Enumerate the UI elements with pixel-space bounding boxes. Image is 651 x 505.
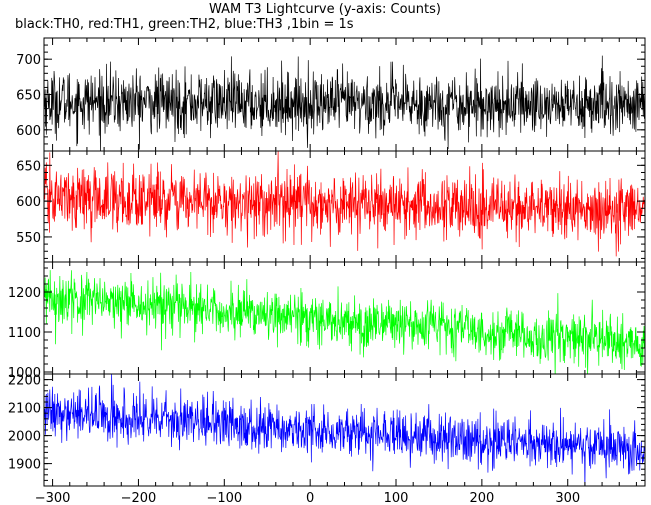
y-tick-label: 2200	[8, 374, 41, 389]
y-tick-label: 550	[16, 231, 41, 246]
series-line-th3	[44, 374, 645, 486]
y-tick-label: 1900	[8, 458, 41, 473]
x-tick-label: −100	[206, 491, 242, 505]
y-tick-label: 2000	[8, 430, 41, 445]
series-line-th2	[44, 270, 645, 374]
y-tick-label: 1000	[8, 366, 41, 381]
y-tick-label: 650	[16, 89, 41, 104]
panel-th2: 1000 1100 1200	[8, 261, 646, 381]
y-tick-label: 1200	[8, 286, 41, 301]
x-axis: −300 −200 −100 0 100 200 300	[35, 491, 580, 505]
x-tick-label: 0	[306, 491, 314, 505]
y-tick-label: 700	[16, 53, 41, 68]
y-tick-label: 2100	[8, 402, 41, 417]
panel-th0: 600 650 700	[16, 37, 646, 152]
chart-subtitle: black:TH0, red:TH1, green:TH2, blue:TH3 …	[15, 17, 354, 32]
x-tick-label: −300	[35, 491, 71, 505]
x-tick-label: 100	[384, 491, 409, 505]
x-tick-label: 300	[555, 491, 580, 505]
y-tick-label: 650	[16, 159, 41, 174]
y-tick-label: 600	[16, 124, 41, 139]
panel-th3: 1900 2000 2100 2200	[8, 373, 646, 487]
x-tick-label: 200	[469, 491, 494, 505]
x-tick-label: −200	[121, 491, 157, 505]
y-tick-label: 600	[16, 195, 41, 210]
panels-group: 600 650 700 550 600 650 1000 1100 1200 1900 2000 21…	[8, 37, 646, 487]
series-line-th1	[44, 151, 645, 257]
y-tick-label: 1100	[8, 326, 41, 341]
chart-title: WAM T3 Lightcurve (y-axis: Counts)	[209, 2, 441, 17]
panel-th1: 550 600 650	[16, 150, 646, 263]
series-line-th0	[44, 55, 645, 151]
